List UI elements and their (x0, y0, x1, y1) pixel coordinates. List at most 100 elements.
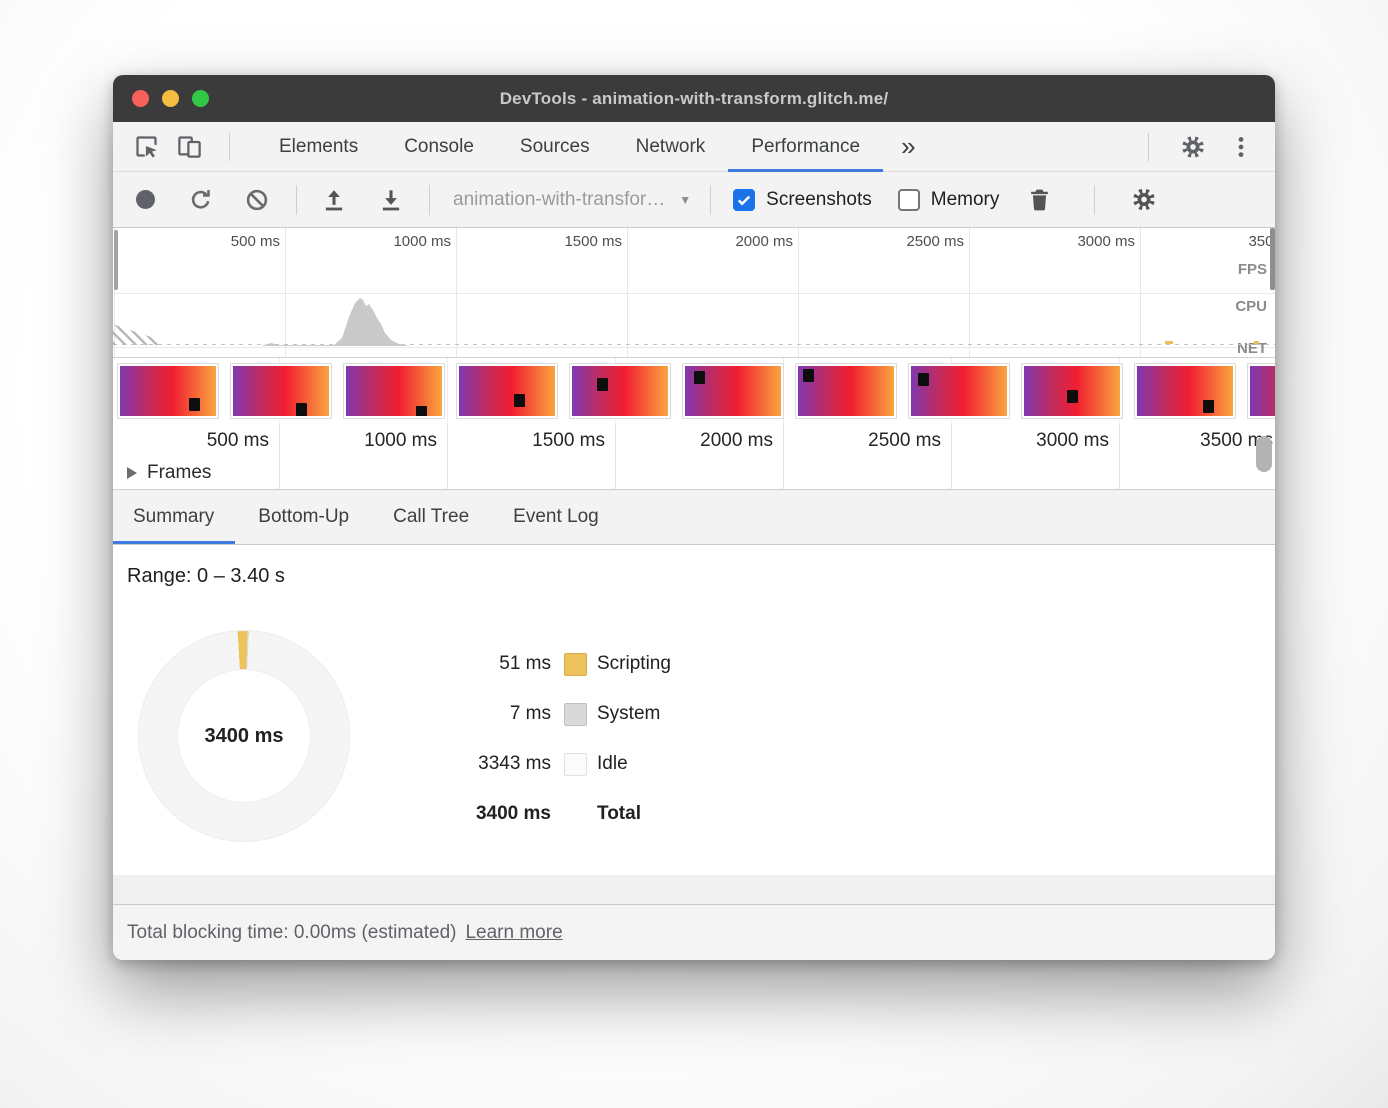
settings-gear-icon[interactable] (1179, 133, 1207, 161)
animated-square (296, 403, 308, 416)
performance-toolbar: animation-with-transfor… ▼ Screenshots M… (113, 172, 1275, 228)
legend-value: 51 ms (499, 653, 551, 674)
load-profile-icon[interactable] (321, 187, 347, 213)
tab-console[interactable]: Console (404, 135, 474, 157)
animated-square (596, 378, 608, 391)
screenshots-checkbox-label[interactable]: Screenshots (766, 188, 872, 210)
overview-scrollbar-thumb[interactable] (1270, 228, 1275, 290)
device-toolbar-icon[interactable] (175, 133, 203, 161)
save-profile-icon[interactable] (378, 187, 404, 213)
lane-separator (113, 347, 1275, 348)
tab-sources[interactable]: Sources (519, 135, 590, 157)
toolbar-divider (1094, 184, 1096, 215)
animated-square (513, 394, 525, 407)
horizontal-scrollbar-thumb[interactable] (1256, 436, 1272, 472)
frames-label: Frames (147, 462, 212, 483)
filmstrip (113, 358, 1275, 424)
scripting-activity-tick (1254, 341, 1259, 344)
memory-checkbox-label[interactable]: Memory (930, 188, 1000, 210)
donut-total-label: 3400 ms (204, 724, 284, 747)
fps-lane-label: FPS (1237, 261, 1267, 278)
main-tabbar: Elements Console Sources Network Perform… (113, 122, 1275, 172)
ruler-tick: 1500 ms (532, 430, 605, 451)
toolbar-divider (710, 184, 712, 215)
tabbar-divider (229, 132, 230, 161)
more-tabs-icon[interactable]: » (901, 131, 916, 161)
screenshot-thumbnail[interactable] (230, 363, 332, 419)
profile-select-dropdown[interactable]: animation-with-transfor… ▼ (453, 189, 691, 211)
tab-network[interactable]: Network (635, 135, 706, 157)
screenshot-image (1250, 366, 1275, 416)
toolbar-divider (296, 184, 297, 215)
tab-summary[interactable]: Summary (113, 490, 236, 544)
total-blocking-time-text: Total blocking time: 0.00ms (estimated) (127, 921, 457, 943)
toolbar-divider (429, 184, 430, 215)
frames-expander[interactable]: Frames (127, 462, 211, 484)
screenshot-image (1137, 366, 1233, 416)
tabbar-right-divider (1148, 132, 1149, 161)
scripting-activity-tick (1165, 341, 1173, 344)
panel-resize-strip[interactable] (113, 875, 1275, 905)
legend-label: Idle (597, 753, 628, 774)
legend-row-system: 7 ms System (113, 689, 671, 739)
overview-tick: 2000 ms (735, 233, 793, 250)
devtools-window: DevTools - animation-with-transform.glit… (113, 75, 1275, 960)
tab-event-log[interactable]: Event Log (513, 506, 599, 527)
screenshot-image (798, 366, 894, 416)
legend-label: Scripting (597, 653, 671, 674)
tab-performance[interactable]: Performance (728, 122, 883, 172)
screenshot-thumbnail[interactable] (795, 363, 897, 419)
tab-call-tree[interactable]: Call Tree (393, 506, 470, 527)
close-window-button[interactable] (132, 90, 149, 107)
reload-and-record-icon[interactable] (188, 187, 214, 213)
learn-more-link[interactable]: Learn more (465, 921, 563, 943)
screenshot-image (685, 366, 781, 416)
screenshot-image (911, 366, 1007, 416)
animated-square (693, 370, 705, 384)
screenshot-thumbnail[interactable] (1247, 363, 1275, 419)
ruler-tick: 2000 ms (700, 430, 773, 451)
capture-settings-gear-icon[interactable] (1131, 187, 1157, 213)
animated-square (917, 372, 929, 386)
screenshot-image (1024, 366, 1120, 416)
kebab-menu-icon[interactable] (1227, 133, 1255, 161)
overview-tick: 3000 ms (1077, 233, 1135, 250)
screenshot-thumbnail[interactable] (117, 363, 219, 419)
record-button[interactable] (136, 190, 155, 209)
screenshot-thumbnail[interactable] (908, 363, 1010, 419)
screenshot-thumbnail[interactable] (1134, 363, 1236, 419)
cpu-baseline (113, 344, 1275, 345)
traffic-lights (132, 90, 209, 107)
memory-checkbox[interactable] (897, 188, 920, 211)
screenshots-checkbox[interactable] (733, 188, 756, 211)
overview-tick: 2500 ms (906, 233, 964, 250)
zoom-window-button[interactable] (192, 90, 209, 107)
chevron-down-icon: ▼ (679, 192, 692, 207)
idle-swatch (564, 752, 587, 776)
overview-scrollbar-thumb[interactable] (114, 230, 118, 290)
screenshot-image (233, 366, 329, 416)
range-label: Range: 0 – 3.40 s (127, 565, 285, 587)
ruler-tick: 2500 ms (868, 430, 941, 451)
screenshot-thumbnail[interactable] (569, 363, 671, 419)
inspect-element-icon[interactable] (132, 133, 160, 161)
minimize-window-button[interactable] (162, 90, 179, 107)
ruler-tick: 1000 ms (364, 430, 437, 451)
tab-elements[interactable]: Elements (279, 135, 359, 157)
expand-triangle-icon (127, 467, 137, 479)
screenshot-thumbnail[interactable] (682, 363, 784, 419)
system-swatch (564, 702, 587, 726)
donut-legend: 51 ms Scripting 7 ms System 3343 ms Idle… (113, 639, 671, 839)
screenshot-thumbnail[interactable] (456, 363, 558, 419)
tab-bottom-up[interactable]: Bottom-Up (258, 506, 350, 527)
legend-label: System (597, 703, 661, 724)
summary-panel: Range: 0 – 3.40 s 3400 ms 51 ms Scriptin… (113, 545, 1275, 875)
trash-icon[interactable] (1026, 187, 1052, 213)
titlebar: DevTools - animation-with-transform.glit… (113, 75, 1275, 122)
donut-hole: 3400 ms (177, 669, 311, 803)
clear-recording-icon[interactable] (244, 187, 270, 213)
screenshot-thumbnail[interactable] (1021, 363, 1123, 419)
screenshot-thumbnail[interactable] (343, 363, 445, 419)
animated-square (1203, 399, 1215, 413)
timeline-overview[interactable]: 500 ms 1000 ms 1500 ms 2000 ms 2500 ms 3… (113, 228, 1275, 358)
